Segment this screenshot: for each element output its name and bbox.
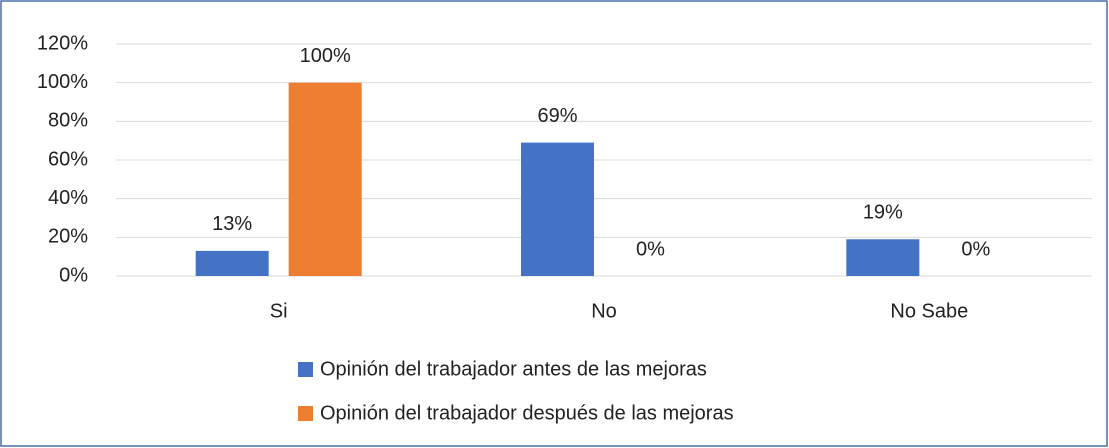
bar — [521, 142, 594, 276]
legend-swatch — [298, 406, 313, 421]
y-tick-label: 0% — [59, 264, 88, 286]
bar — [288, 82, 362, 277]
y-tick-label: 120% — [37, 32, 88, 54]
data-label: 69% — [537, 105, 577, 127]
y-tick-label: 100% — [37, 71, 88, 93]
data-label: 0% — [636, 238, 665, 260]
data-label: 100% — [300, 45, 351, 67]
legend-label: Opinión del trabajador después de las me… — [320, 402, 734, 424]
y-tick-label: 40% — [48, 187, 88, 209]
data-label: 19% — [863, 202, 903, 224]
x-tick-label: No — [591, 300, 617, 322]
x-tick-label: No Sabe — [890, 300, 968, 322]
x-tick-label: Si — [270, 300, 288, 322]
legend-label: Opinión del trabajador antes de las mejo… — [320, 358, 707, 380]
y-tick-label: 20% — [48, 226, 88, 248]
y-tick-label: 60% — [48, 148, 88, 170]
legend-swatch — [298, 362, 313, 377]
y-tick-label: 80% — [48, 110, 88, 132]
bar — [846, 239, 920, 276]
data-label: 0% — [961, 238, 990, 260]
data-label: 13% — [212, 213, 252, 235]
bar — [195, 250, 269, 276]
